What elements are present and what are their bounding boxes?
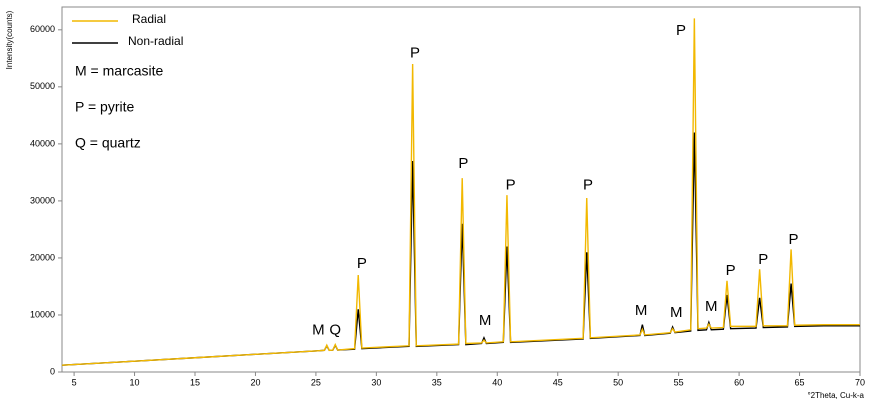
x-tick-label: 15 (190, 377, 200, 387)
note: Q = quartz (75, 135, 141, 151)
x-tick-label: 40 (492, 377, 502, 387)
x-tick-label: 55 (674, 377, 684, 387)
peak-label: M (705, 298, 718, 315)
x-tick-label: 5 (72, 377, 77, 387)
plot-frame (61, 6, 861, 373)
x-tick-label: 60 (734, 377, 744, 387)
peak-label: Q (329, 321, 341, 338)
x-tick-label: 70 (855, 377, 865, 387)
x-tick-label: 35 (432, 377, 442, 387)
peak-label: P (583, 176, 593, 193)
peak-label: P (506, 176, 516, 193)
x-axis-label: °2Theta, Cu-k-a (807, 391, 864, 400)
peak-label: P (458, 155, 468, 172)
x-tick-label: 10 (130, 377, 140, 387)
note: M = marcasite (75, 63, 164, 79)
peak-label: M (312, 321, 325, 338)
peak-label: P (758, 251, 768, 268)
y-tick-label: 40000 (30, 138, 55, 148)
peak-label: P (676, 22, 686, 39)
x-tick-label: 45 (553, 377, 563, 387)
legend-label: Non-radial (128, 34, 183, 48)
x-tick-label: 20 (250, 377, 260, 387)
y-tick-label: 20000 (30, 252, 55, 262)
peak-label: M (635, 302, 648, 319)
y-tick-label: 60000 (30, 24, 55, 34)
peak-label: M (670, 304, 683, 321)
y-tick-label: 0 (50, 366, 55, 376)
x-tick-label: 65 (795, 377, 805, 387)
peak-label: P (357, 255, 367, 272)
peak-label: P (410, 45, 420, 62)
y-axis-label: Intensity(counts) (5, 10, 14, 69)
series-line (61, 18, 860, 366)
y-tick-label: 10000 (30, 309, 55, 319)
x-tick-label: 50 (613, 377, 623, 387)
x-tick-label: 25 (311, 377, 321, 387)
y-tick-label: 30000 (30, 195, 55, 205)
peak-label: P (726, 262, 736, 279)
peak-label: M (479, 312, 492, 329)
legend-label: Radial (132, 12, 166, 26)
note: P = pyrite (75, 99, 134, 115)
y-tick-label: 50000 (30, 81, 55, 91)
x-tick-label: 30 (371, 377, 381, 387)
peak-label: P (788, 231, 798, 248)
